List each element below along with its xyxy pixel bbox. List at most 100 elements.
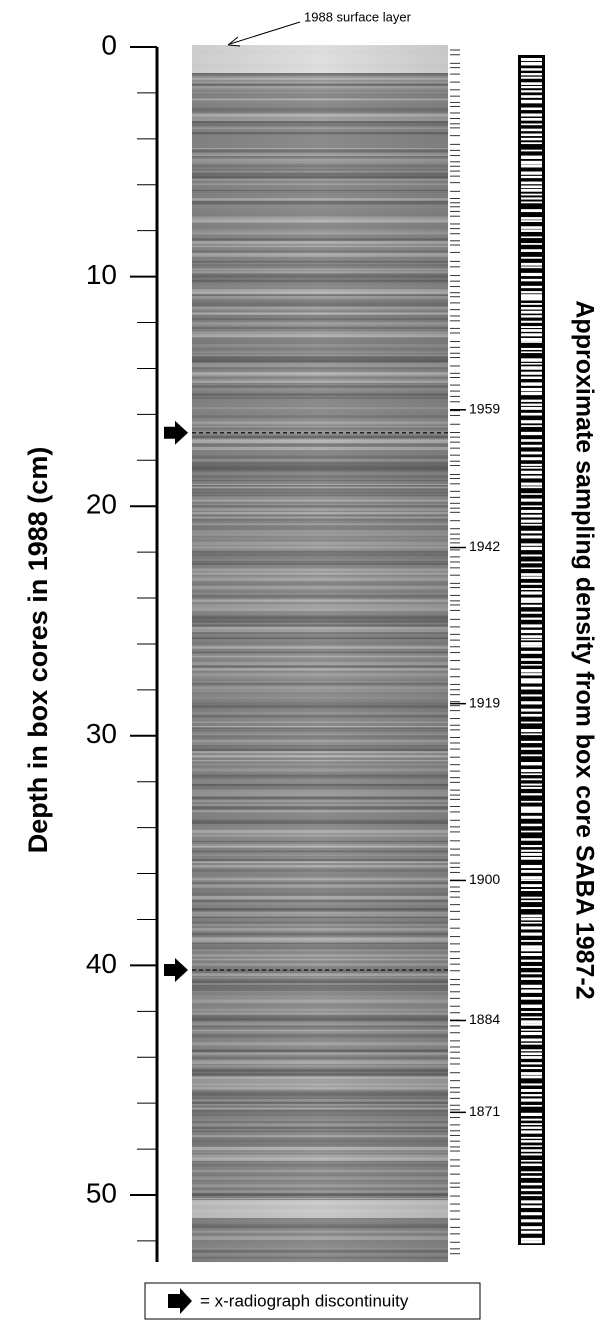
stripe — [521, 918, 542, 921]
stripe — [521, 984, 542, 988]
stripe — [521, 996, 542, 1000]
stripe — [521, 128, 542, 132]
stripe — [521, 371, 542, 375]
core-shade — [192, 45, 448, 1262]
stripe — [521, 1212, 542, 1216]
stripe — [521, 123, 542, 126]
stripe — [521, 1011, 542, 1013]
stripe — [521, 530, 542, 534]
date-label: 1900 — [469, 871, 500, 887]
stripe — [521, 815, 542, 819]
stripe — [521, 197, 542, 200]
stripe — [521, 333, 542, 337]
stripe — [521, 1072, 542, 1075]
stripe — [521, 329, 542, 332]
stripe — [521, 600, 542, 603]
stripe — [521, 399, 542, 402]
stripe — [521, 876, 542, 880]
stripe — [521, 90, 542, 93]
stripe — [521, 546, 542, 551]
stripe — [521, 95, 542, 98]
stripe — [521, 1042, 542, 1045]
stripe — [521, 185, 542, 189]
stripe — [521, 856, 542, 860]
stripe — [521, 853, 542, 856]
stripe — [521, 193, 542, 196]
date-label: 1942 — [469, 538, 500, 554]
stripe — [521, 1083, 542, 1086]
stripe — [521, 617, 542, 620]
stripe — [521, 591, 542, 595]
stripe — [521, 896, 542, 899]
stripe — [521, 945, 542, 949]
stripe — [521, 747, 542, 750]
stripe — [521, 573, 542, 576]
stripe — [521, 870, 542, 873]
stripe — [521, 838, 542, 841]
stripe — [521, 1028, 542, 1031]
stripe — [521, 645, 542, 648]
stripe — [521, 1226, 542, 1230]
stripe — [521, 900, 542, 903]
y-tick-label: 20 — [86, 489, 117, 520]
stripe — [521, 403, 542, 406]
y-tick-label: 10 — [86, 259, 117, 290]
stripe — [521, 1136, 542, 1139]
y-tick-label: 0 — [101, 29, 117, 60]
stripe — [521, 382, 542, 386]
stripe — [521, 806, 542, 810]
stripe — [521, 588, 542, 590]
stripe — [521, 1016, 542, 1018]
stripe — [521, 733, 542, 736]
discontinuity-arrow — [164, 957, 188, 982]
legend-label: = x-radiograph discontinuity — [200, 1291, 409, 1310]
stripe — [521, 285, 542, 289]
stripe — [521, 76, 542, 79]
stripe — [521, 1056, 542, 1059]
stripe — [521, 582, 542, 585]
stripe — [521, 482, 542, 486]
stripe — [521, 1188, 542, 1192]
stripe — [521, 1020, 542, 1024]
stripe — [521, 486, 542, 489]
stripe — [521, 597, 542, 601]
stripe — [521, 728, 542, 733]
stripe — [521, 266, 542, 269]
stripe — [521, 809, 542, 813]
stripe — [521, 953, 542, 957]
stripe — [521, 68, 542, 71]
stripe — [521, 926, 542, 930]
stripe — [521, 635, 542, 638]
stripe — [521, 326, 542, 329]
sampling-stripes — [521, 58, 542, 1244]
stripe — [521, 658, 542, 661]
stripe — [521, 624, 542, 628]
stripe — [521, 262, 542, 266]
stripe — [521, 226, 542, 229]
stripe — [521, 561, 542, 564]
stripe — [521, 160, 542, 165]
stripe — [521, 181, 542, 185]
stripe — [521, 1240, 542, 1244]
y-tick-label: 30 — [86, 718, 117, 749]
stripe — [521, 1126, 542, 1129]
stripe — [521, 701, 542, 705]
stripe — [521, 297, 542, 301]
stripe — [521, 188, 542, 192]
stripe — [521, 823, 542, 827]
stripe — [521, 387, 542, 392]
stripe — [521, 347, 542, 350]
stripe — [521, 514, 542, 518]
stripe — [521, 229, 542, 232]
stripe — [521, 1182, 542, 1186]
stripe — [521, 475, 542, 479]
stripe — [521, 175, 542, 179]
stripe — [521, 498, 542, 502]
stripe — [521, 721, 542, 724]
core-scale-ticks — [450, 49, 460, 1255]
stripe — [521, 376, 542, 380]
stripe — [521, 977, 542, 980]
stripe — [521, 604, 542, 608]
stripe — [521, 1118, 542, 1121]
y-axis-label: Depth in box cores in 1988 (cm) — [23, 447, 53, 854]
